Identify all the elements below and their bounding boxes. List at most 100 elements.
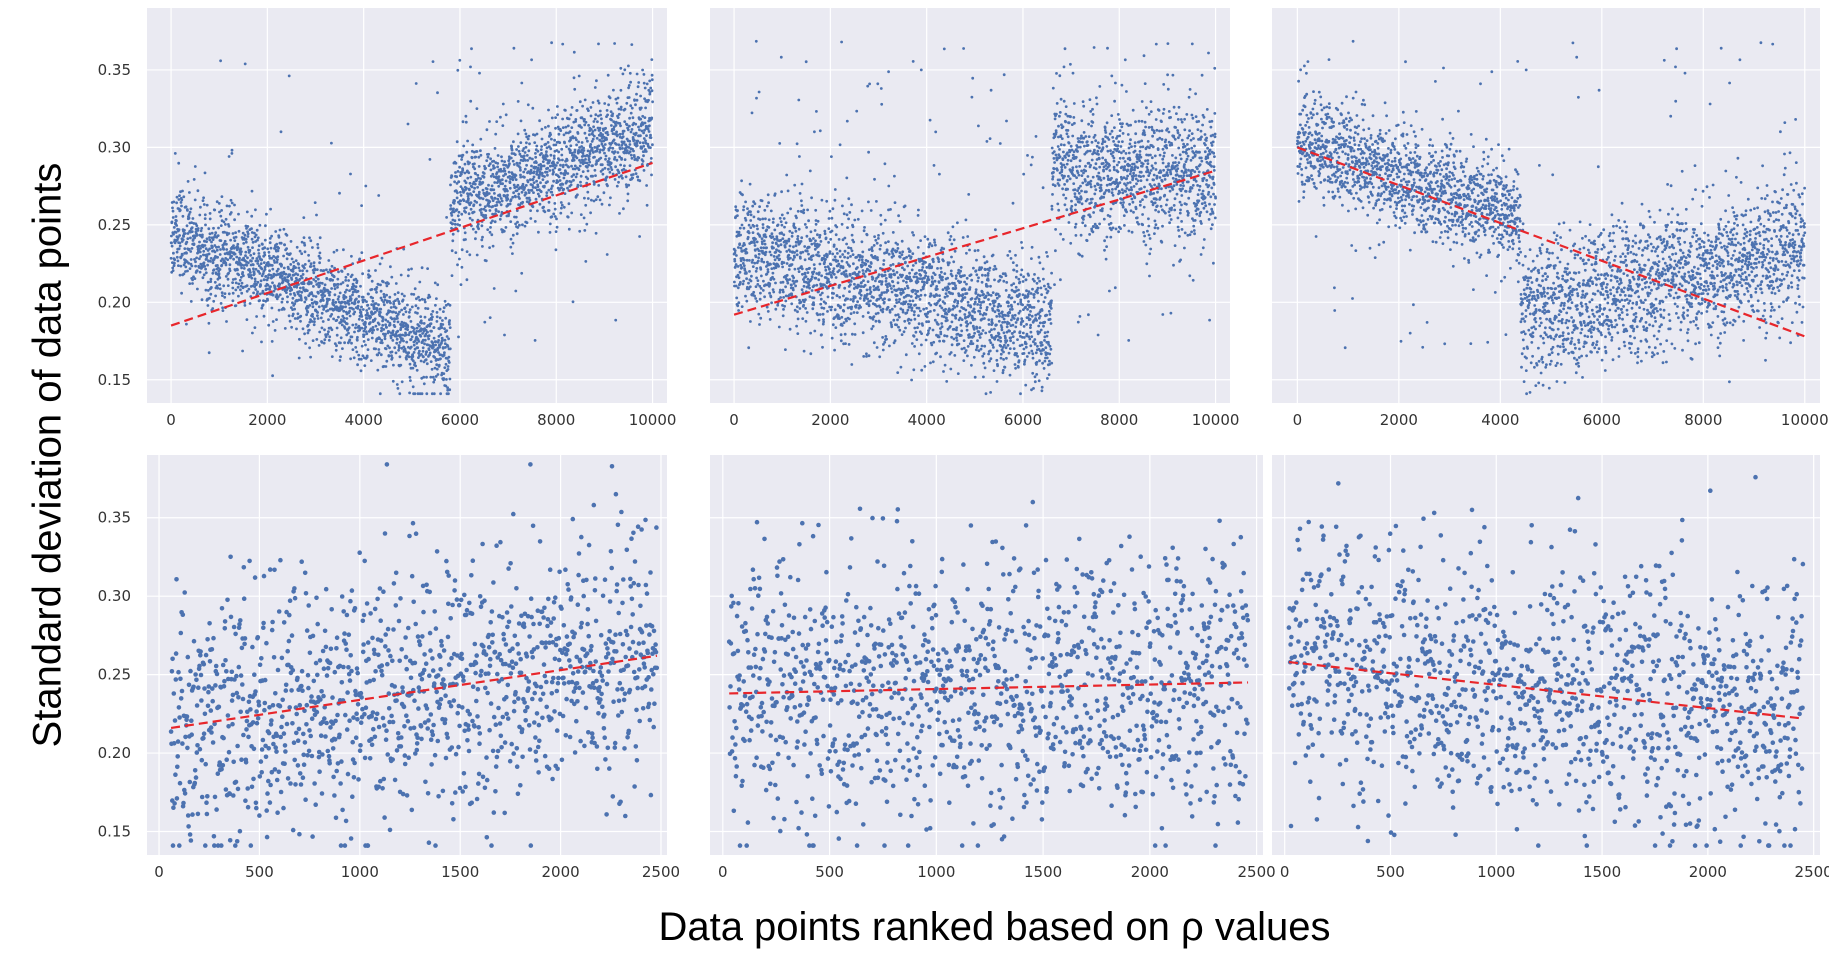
data-point (863, 226, 866, 229)
data-point (637, 156, 641, 160)
data-point (345, 317, 349, 320)
data-point (178, 273, 182, 277)
data-point (447, 355, 451, 359)
data-point (625, 149, 629, 153)
data-point (897, 315, 901, 319)
data-point (499, 197, 503, 200)
data-point (736, 209, 739, 212)
data-point (953, 306, 957, 309)
data-point (356, 289, 360, 293)
data-point (762, 279, 765, 283)
data-point (322, 269, 326, 272)
data-point (348, 289, 351, 292)
data-point (223, 230, 226, 234)
data-point (922, 283, 926, 287)
data-point (178, 244, 182, 248)
data-point (365, 317, 369, 320)
data-point (526, 159, 530, 162)
data-point (919, 309, 922, 313)
data-point (796, 332, 800, 335)
data-point (428, 158, 432, 161)
data-point (275, 242, 279, 246)
data-point (467, 197, 470, 201)
data-point (856, 300, 859, 304)
data-point (518, 223, 521, 227)
data-point (529, 217, 533, 220)
data-point (259, 262, 263, 265)
data-point (628, 143, 632, 146)
data-point (939, 266, 943, 270)
data-point (240, 291, 244, 295)
data-point (733, 251, 737, 255)
data-point (847, 246, 850, 250)
data-point (812, 237, 815, 240)
data-point (418, 298, 422, 302)
data-point (422, 355, 425, 359)
data-point (824, 236, 828, 240)
data-point (186, 180, 190, 183)
data-point (171, 216, 175, 219)
data-point (238, 258, 241, 262)
data-point (931, 282, 935, 286)
data-point (941, 275, 944, 279)
data-point (262, 261, 266, 264)
data-point (840, 259, 844, 263)
data-point (456, 170, 460, 173)
data-point (370, 279, 374, 283)
data-point (874, 238, 878, 242)
data-point (838, 269, 841, 272)
data-point (586, 190, 590, 194)
data-point (195, 256, 199, 260)
data-point (438, 307, 442, 311)
data-point (618, 132, 622, 136)
data-point (488, 209, 492, 212)
data-point (236, 242, 240, 246)
data-point (506, 197, 510, 201)
data-point (320, 281, 324, 285)
data-point (774, 307, 778, 311)
data-point (285, 291, 288, 294)
data-point (300, 298, 303, 302)
data-point (453, 199, 456, 203)
data-point (240, 250, 243, 254)
data-point (890, 290, 894, 294)
data-point (642, 154, 645, 158)
data-point (626, 192, 630, 196)
data-point (898, 328, 902, 332)
data-point (630, 127, 634, 131)
data-point (506, 189, 509, 193)
data-point (450, 214, 454, 217)
data-point (901, 250, 905, 254)
data-point (558, 141, 562, 145)
data-point (624, 175, 628, 179)
data-point (961, 293, 965, 296)
data-point (615, 143, 618, 146)
data-point (752, 290, 756, 294)
data-point (750, 274, 753, 278)
data-point (258, 272, 262, 275)
data-point (444, 362, 448, 366)
data-point (438, 316, 442, 320)
data-point (920, 332, 923, 335)
data-point (798, 192, 802, 195)
data-point (398, 310, 401, 314)
data-point (814, 222, 818, 226)
data-point (756, 279, 760, 282)
data-point (477, 190, 481, 194)
data-point (954, 284, 957, 288)
data-point (800, 204, 804, 207)
data-point (334, 300, 338, 304)
data-point (892, 269, 895, 273)
data-point (649, 157, 653, 160)
data-point (549, 133, 552, 137)
data-point (420, 266, 424, 270)
data-point (298, 269, 302, 272)
data-point (276, 258, 279, 261)
data-point (917, 208, 920, 212)
data-point (435, 311, 439, 314)
data-point (187, 261, 191, 265)
data-point (936, 323, 940, 326)
data-point (327, 259, 331, 262)
data-point (804, 298, 807, 302)
data-point (465, 187, 468, 190)
